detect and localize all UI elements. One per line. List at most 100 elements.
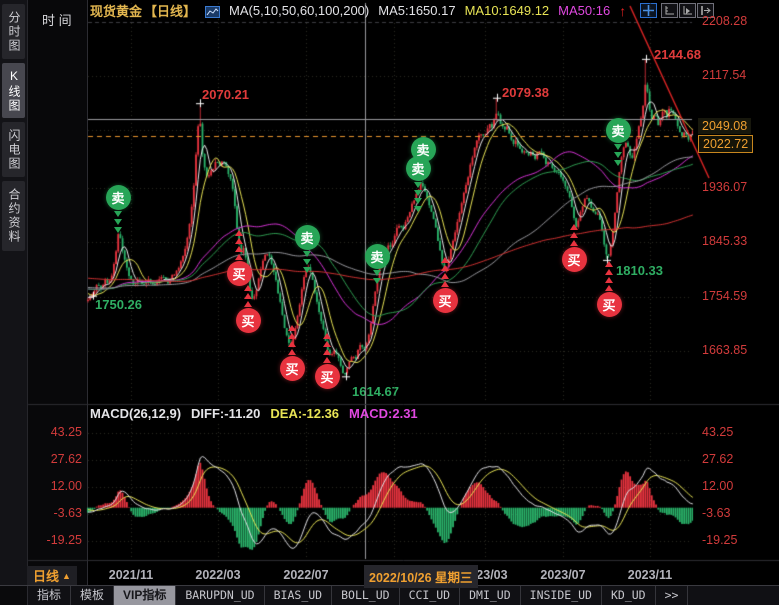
buy-signal-arrow-icon	[570, 224, 578, 230]
macd-axis-label-right: -3.63	[702, 506, 731, 520]
buy-signal-arrow-icon	[441, 281, 449, 287]
buy-signal-arrow-icon	[605, 261, 613, 267]
buy-signal-arrow-icon	[244, 301, 252, 307]
indicator-tab-DMI_UD[interactable]: DMI_UD	[460, 586, 521, 605]
indicator-tab-INSIDE_UD[interactable]: INSIDE_UD	[521, 586, 602, 605]
sell-signal-arrow-icon	[614, 152, 622, 158]
more-indicators-button[interactable]: >>	[656, 586, 689, 605]
buy-signal-badge: 买	[279, 355, 305, 381]
date-axis-label: 2023/07	[540, 568, 586, 582]
date-axis-label: 2022/03	[195, 568, 241, 582]
price-axis-label: 1936.07	[702, 180, 748, 194]
macd-axis-label-left: -19.25	[46, 533, 82, 547]
buy-signal-arrow-icon	[244, 293, 252, 299]
sell-signal-arrow-icon	[614, 160, 622, 166]
macd-axis-label-left: -3.63	[53, 506, 83, 520]
last-price-label: 2022.72	[698, 135, 754, 153]
buy-signal-arrow-icon	[323, 341, 331, 347]
price-axis-label: 1663.85	[702, 343, 748, 357]
macd-axis-label-right: 43.25	[702, 425, 734, 439]
date-axis-label: 2021/11	[108, 568, 154, 582]
indicator-tab-BARUPDN_UD[interactable]: BARUPDN_UD	[176, 586, 265, 605]
chart-type-sidebar: 分时图 K线图闪电图合约资料	[0, 0, 28, 605]
buy-signal-arrow-icon	[288, 333, 296, 339]
buy-signal-arrow-icon	[323, 349, 331, 355]
date-axis: 日线 ▲ 2021/11 2022/03 2022/07 2023/03 2023/07…	[0, 561, 779, 588]
indicator-tab-指标[interactable]: 指标	[28, 586, 72, 605]
sell-signal-badge: 卖	[105, 184, 131, 210]
buy-signal-badge: 买	[561, 246, 587, 272]
buy-signal-arrow-icon	[288, 341, 296, 347]
buy-signal-arrow-icon	[235, 246, 243, 252]
ma-config-label: MA(5,10,50,60,100,200)	[229, 3, 370, 18]
sell-signal-arrow-icon	[303, 251, 311, 257]
tab-bar-spacer	[0, 586, 28, 605]
buy-signal-arrow-icon	[235, 230, 243, 236]
sidebar-item-分时图[interactable]: 分时图	[2, 4, 25, 59]
sell-signal-arrow-icon	[414, 182, 422, 188]
sell-signal-arrow-icon	[303, 259, 311, 265]
indicator-tab-BIAS_UD[interactable]: BIAS_UD	[265, 586, 333, 605]
macd-dea-value: DEA:-12.36	[270, 406, 340, 421]
crosshair-price-label: 2049.08	[698, 118, 752, 134]
macd-axis-label-left: 12.00	[50, 479, 82, 493]
sell-signal-arrow-icon	[614, 144, 622, 150]
line-chart-icon	[205, 5, 221, 18]
ma10-value: MA10:1649.12	[464, 3, 550, 18]
date-axis-label: 2023/11	[627, 568, 673, 582]
chart-plot-area[interactable]	[88, 3, 692, 558]
time-column-header: 时 间	[42, 13, 72, 28]
sell-signal-badge: 卖	[605, 117, 631, 143]
sell-signal-arrow-icon	[303, 267, 311, 273]
buy-signal-badge: 买	[314, 363, 340, 389]
buy-signal-arrow-icon	[235, 254, 243, 260]
sell-signal-badge: 卖	[405, 155, 431, 181]
buy-signal-arrow-icon	[570, 240, 578, 246]
buy-signal-arrow-icon	[441, 265, 449, 271]
buy-signal-badge: 买	[596, 291, 622, 317]
sidebar-item-合约资料[interactable]: 合约资料	[2, 181, 25, 251]
sidebar-item-K线图[interactable]: K线图	[2, 63, 25, 118]
sell-signal-badge: 卖	[364, 243, 390, 269]
sell-signal-arrow-icon	[114, 211, 122, 217]
chart-header: 现货黄金 【日线】 MA(5,10,50,60,100,200) MA5:165…	[90, 2, 626, 20]
sell-signal-arrow-icon	[414, 190, 422, 196]
buy-signal-arrow-icon	[441, 273, 449, 279]
sidebar-item-闪电图[interactable]: 闪电图	[2, 122, 25, 177]
sell-signal-arrow-icon	[373, 270, 381, 276]
buy-signal-arrow-icon	[605, 269, 613, 275]
sell-signal-arrow-icon	[414, 206, 422, 212]
buy-signal-arrow-icon	[323, 357, 331, 363]
buy-signal-arrow-icon	[441, 257, 449, 263]
buy-signal-badge: 买	[432, 287, 458, 313]
buy-signal-badge: 买	[235, 307, 261, 333]
ma5-value: MA5:1650.17	[378, 3, 456, 18]
instrument-title: 现货黄金	[90, 4, 143, 19]
period-selector[interactable]: 日线 ▲	[27, 566, 77, 585]
price-axis-label: 2117.54	[702, 68, 747, 82]
macd-macd-value: MACD:2.31	[349, 406, 418, 421]
macd-title: MACD(26,12,9)	[90, 406, 182, 421]
macd-header: MACD(26,12,9) DIFF:-11.20 DEA:-12.36 MAC…	[90, 406, 418, 421]
indicator-tab-CCI_UD[interactable]: CCI_UD	[400, 586, 461, 605]
sell-signal-arrow-icon	[114, 219, 122, 225]
macd-axis-label-left: 27.62	[50, 452, 82, 466]
period-tag: 【日线】	[144, 4, 197, 19]
indicator-tab-KD_UD[interactable]: KD_UD	[602, 586, 656, 605]
price-axis-label: 1754.59	[702, 289, 748, 303]
buy-signal-arrow-icon	[288, 349, 296, 355]
indicator-tab-模板[interactable]: 模板	[71, 586, 115, 605]
date-axis-label: 2022/07	[283, 568, 329, 582]
macd-axis-label-left: 43.25	[50, 425, 82, 439]
buy-signal-arrow-icon	[570, 232, 578, 238]
indicator-tab-VIP指标[interactable]: VIP指标	[114, 586, 177, 605]
buy-signal-arrow-icon	[605, 277, 613, 283]
buy-signal-arrow-icon	[235, 238, 243, 244]
buy-signal-arrow-icon	[288, 325, 296, 331]
sell-signal-arrow-icon	[373, 278, 381, 284]
buy-signal-arrow-icon	[605, 285, 613, 291]
ma50-value: MA50:16	[558, 3, 611, 18]
macd-axis-label-right: 27.62	[702, 452, 734, 466]
indicator-tab-BOLL_UD[interactable]: BOLL_UD	[332, 586, 400, 605]
sell-signal-arrow-icon	[414, 198, 422, 204]
